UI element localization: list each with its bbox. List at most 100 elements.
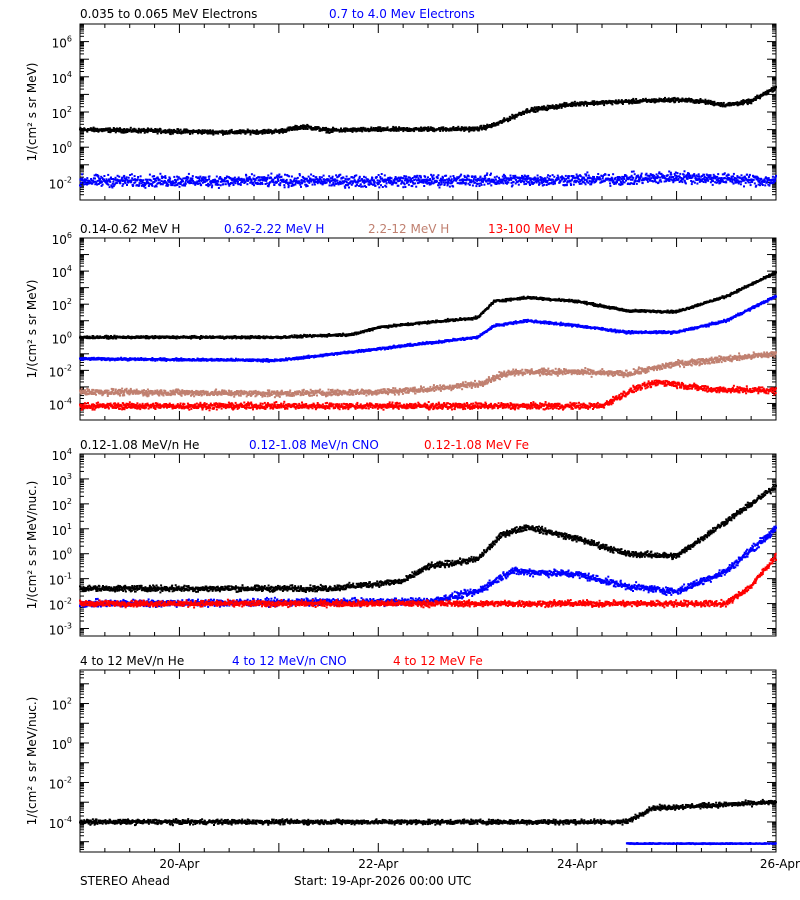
data-point <box>267 174 270 177</box>
data-point <box>546 179 549 182</box>
data-point <box>554 182 556 185</box>
data-point <box>509 174 512 177</box>
data-point <box>775 174 777 177</box>
data-point <box>446 183 449 186</box>
data-point <box>472 178 475 181</box>
data-point <box>224 183 227 186</box>
data-point <box>578 178 580 181</box>
data-point <box>413 130 416 133</box>
data-point <box>331 128 334 131</box>
data-point <box>511 113 514 116</box>
data-point <box>296 176 299 179</box>
data-point <box>312 175 315 177</box>
data-point <box>689 174 692 177</box>
data-point <box>480 128 483 131</box>
data-point <box>294 183 297 186</box>
data-point <box>327 131 330 134</box>
data-point <box>101 183 104 186</box>
data-point <box>335 174 338 177</box>
data-point <box>130 179 133 182</box>
y-tick-label: 102 <box>52 105 72 121</box>
data-point <box>262 130 265 133</box>
y-tick-label: 10-4 <box>49 397 72 413</box>
data-point <box>748 173 751 176</box>
data-point <box>586 104 588 107</box>
data-point <box>300 185 302 188</box>
data-point <box>507 119 510 122</box>
data-point <box>146 178 149 181</box>
data-point <box>509 119 512 121</box>
data-point <box>90 127 93 130</box>
data-point <box>403 183 406 186</box>
data-point <box>485 125 488 128</box>
data-point <box>422 128 425 131</box>
data-point <box>502 182 505 185</box>
data-point <box>137 127 140 130</box>
data-point <box>158 130 161 133</box>
data-point <box>727 174 730 176</box>
data-point <box>370 126 373 129</box>
data-point <box>272 178 275 181</box>
data-point <box>578 182 581 185</box>
data-point <box>681 181 684 184</box>
data-point <box>478 127 481 130</box>
data-point <box>313 128 316 131</box>
data-point <box>112 180 115 183</box>
data-point <box>587 174 590 177</box>
data-point <box>385 185 388 188</box>
y-tick-label: 10-2 <box>49 363 72 379</box>
data-point <box>584 183 587 186</box>
data-point <box>280 175 283 178</box>
data-point <box>374 127 377 129</box>
data-point <box>279 184 282 187</box>
data-point <box>236 132 239 135</box>
data-point <box>437 184 440 187</box>
data-point <box>328 131 331 134</box>
data-point <box>270 172 273 175</box>
data-point <box>379 128 381 131</box>
data-point <box>118 130 121 133</box>
data-point <box>353 176 356 179</box>
data-point <box>612 179 615 182</box>
data-point <box>296 128 299 131</box>
y-tick-label: 10-4 <box>49 815 72 831</box>
data-point <box>272 181 275 184</box>
data-point <box>460 173 463 176</box>
data-point <box>575 180 578 182</box>
data-point <box>377 182 380 185</box>
data-point <box>406 128 409 131</box>
data-point <box>432 174 435 177</box>
data-point <box>640 175 643 178</box>
data-point <box>491 123 493 125</box>
data-point <box>143 182 146 184</box>
data-point <box>283 186 286 189</box>
data-point <box>263 128 266 131</box>
data-point <box>153 175 156 178</box>
data-point <box>217 132 220 135</box>
data-point <box>130 173 133 176</box>
data-point <box>340 127 342 130</box>
data-point <box>563 101 566 104</box>
data-point <box>549 175 552 178</box>
data-point <box>304 127 307 130</box>
data-point <box>725 181 728 184</box>
data-point <box>157 128 160 131</box>
data-point <box>739 183 742 186</box>
data-point <box>279 182 282 185</box>
data-point <box>310 173 313 176</box>
data-point <box>464 182 467 185</box>
data-point <box>96 179 99 182</box>
y-tick-label: 104 <box>52 264 72 280</box>
data-point <box>244 132 247 135</box>
data-point <box>511 177 514 180</box>
data-point <box>249 130 252 133</box>
data-point <box>476 126 479 129</box>
data-point <box>573 100 576 103</box>
y-tick-label: 100 <box>52 736 72 752</box>
data-point <box>155 179 158 182</box>
data-point <box>385 182 388 185</box>
data-point <box>80 182 82 184</box>
data-point <box>284 173 286 176</box>
data-point <box>679 172 682 175</box>
